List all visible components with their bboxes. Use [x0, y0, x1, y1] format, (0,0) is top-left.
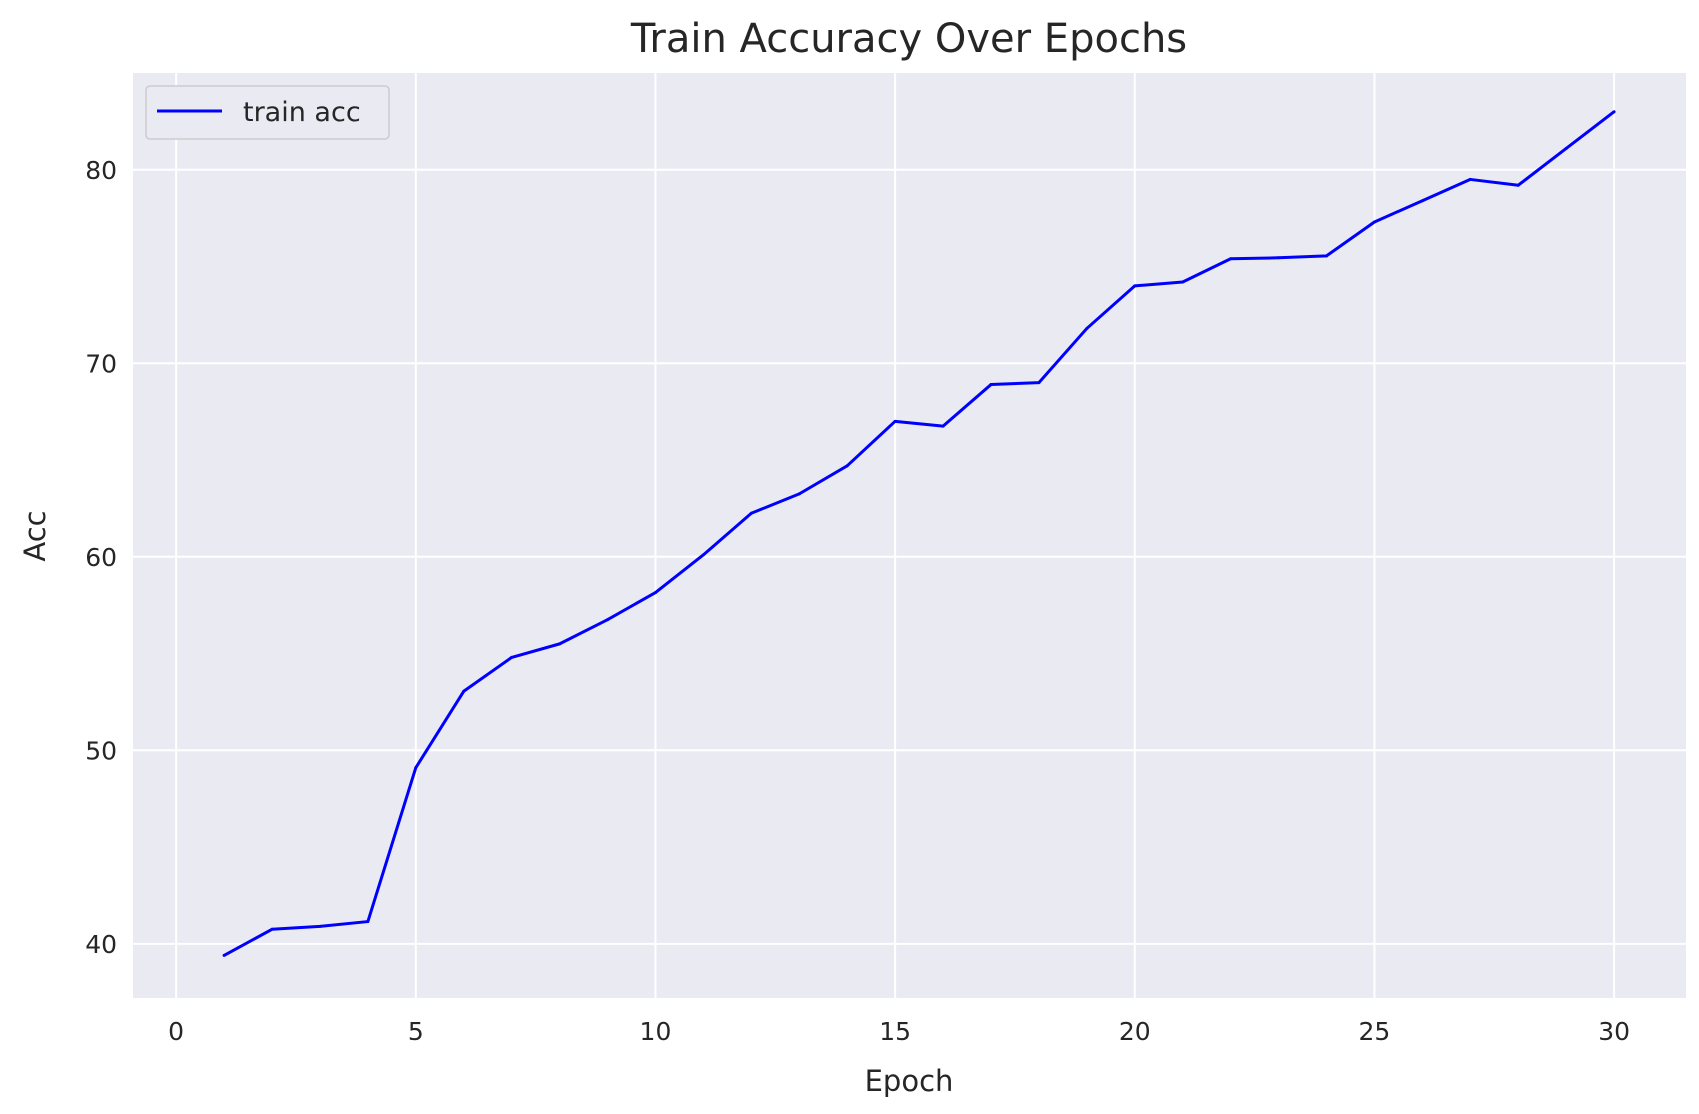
- data-point: [1564, 146, 1568, 150]
- data-point: [1133, 284, 1137, 288]
- legend-box: [145, 85, 390, 140]
- tick-labels: 0 5 10 15 20 25 30 40 50 60 70 80: [85, 156, 1630, 1046]
- x-tick-label: 0: [168, 1017, 184, 1046]
- data-point: [797, 492, 801, 496]
- data-point: [318, 924, 322, 928]
- data-point: [749, 511, 753, 515]
- data-point: [1085, 326, 1089, 330]
- x-tick-label: 5: [408, 1017, 424, 1046]
- legend-label-train-acc: train acc: [243, 97, 361, 128]
- y-tick-label: 80: [85, 156, 117, 185]
- y-tick-label: 50: [85, 736, 117, 765]
- data-point: [1037, 381, 1041, 385]
- grid: [133, 73, 1686, 998]
- data-point: [701, 553, 705, 557]
- data-point: [1181, 280, 1185, 284]
- data-point: [366, 920, 370, 924]
- data-point: [989, 383, 993, 387]
- data-point: [1325, 254, 1329, 258]
- x-tick-label: 15: [879, 1017, 911, 1046]
- data-point: [1229, 257, 1233, 261]
- x-tick-label: 10: [640, 1017, 672, 1046]
- chart-title: Train Accuracy Over Epochs: [630, 16, 1187, 62]
- data-point: [1277, 256, 1281, 260]
- x-tick-label: 20: [1119, 1017, 1151, 1046]
- y-axis-label: Acc: [18, 510, 52, 561]
- data-point: [510, 655, 514, 659]
- series-layer: [222, 110, 1616, 957]
- data-point: [270, 927, 274, 931]
- series-line-train-acc: [223, 110, 1616, 957]
- data-point: [1468, 177, 1472, 181]
- x-tick-label: 25: [1359, 1017, 1391, 1046]
- data-point: [1516, 183, 1520, 187]
- data-point: [558, 642, 562, 646]
- data-point: [653, 591, 657, 595]
- x-axis-label: Epoch: [865, 1064, 954, 1098]
- data-point: [1372, 220, 1376, 224]
- data-point: [941, 424, 945, 428]
- plot-area: [133, 73, 1686, 998]
- y-tick-label: 60: [85, 543, 117, 572]
- legend: train acc: [145, 85, 390, 140]
- y-tick-label: 40: [85, 930, 117, 959]
- data-point: [414, 766, 418, 770]
- data-point: [1420, 199, 1424, 203]
- x-tick-label: 30: [1598, 1017, 1630, 1046]
- y-tick-label: 70: [85, 349, 117, 378]
- data-point: [893, 419, 897, 423]
- data-point: [462, 689, 466, 693]
- data-point: [845, 464, 849, 468]
- data-point: [606, 618, 610, 622]
- data-point: [1612, 110, 1616, 114]
- data-point: [222, 953, 226, 957]
